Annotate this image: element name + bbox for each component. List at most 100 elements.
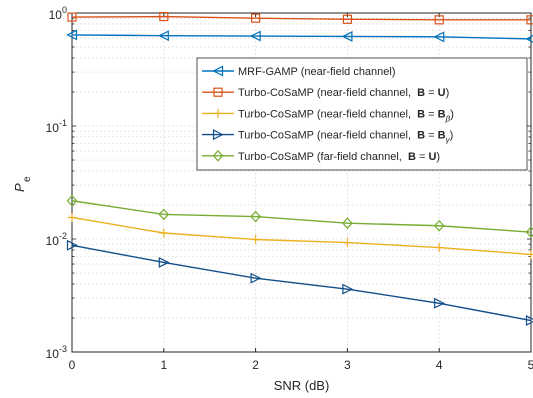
legend-swatch-marker [212,65,224,77]
series-line [71,200,532,233]
legend-item: Turbo-CoSaMP (near-field channel, B = Bγ… [202,129,454,145]
series-line [71,34,532,40]
data-point [250,210,261,223]
legend-label: Turbo-CoSaMP (far-field channel, B = U) [238,151,440,163]
x-tick-label: 2 [252,358,259,372]
legend: MRF-GAMP (near-field channel) Turbo-CoSaM… [196,57,528,171]
legend-item: Turbo-CoSaMP (near-field channel, B = U) [202,87,449,99]
x-axis: 0 1 2 3 4 5 [69,13,533,372]
legend-label-part: = [425,130,438,142]
x-tick-label: 4 [436,358,443,372]
series-group [66,11,533,326]
x-tick-label: 0 [69,358,76,372]
data-point [67,212,77,222]
data-point [67,12,77,22]
y-tick-exponent: 0 [62,5,67,15]
y-tick-base: 10 [46,234,60,248]
data-point [158,208,170,221]
data-point [251,234,261,244]
data-point [342,217,353,230]
legend-label-part: Turbo-CoSaMP (near-field channel, [238,87,417,99]
data-point [158,256,170,268]
legend-label-part: B [408,151,416,163]
data-point [433,31,445,43]
x-tick-label: 3 [344,358,351,372]
data-point [526,15,533,25]
legend-label-part: B [438,108,446,120]
legend-item: Turbo-CoSaMP (far-field channel, B = U) [202,149,440,163]
legend-label-part: ) [446,87,450,99]
legend-label-part: B [417,130,425,142]
legend-box [196,57,528,171]
y-axis-label-main: P [12,183,27,192]
data-point [66,239,78,251]
legend-label-part: Turbo-CoSaMP (far-field channel, [238,151,408,163]
legend-label-part: MRF-GAMP (near-field channel) [238,66,396,78]
series-line [71,244,532,322]
series-line [71,216,532,256]
y-axis-label: P e [12,176,33,192]
series-3 [67,212,533,259]
data-point [342,14,352,24]
data-point [525,226,533,239]
y-tick-label: 10-2 [46,231,67,248]
data-point [342,283,354,295]
plot-frame [71,12,532,353]
legend-label-part: = [416,151,429,163]
data-point [526,249,533,259]
data-point [66,194,78,207]
data-point [434,15,444,25]
legend-label-part: Turbo-CoSaMP (near-field channel, [238,108,417,120]
legend-label-part: γ [446,136,451,145]
legend-label-part: ) [436,151,440,163]
y-axis-label-sub: e [22,176,33,182]
series-4 [66,239,533,326]
data-point [251,13,261,23]
y-tick-exponent: -2 [59,231,67,241]
y-tick-label: 10-1 [46,118,67,135]
y-tick-exponent: -3 [59,344,67,354]
legend-swatch-marker [213,87,223,97]
legend-label-part: U [438,87,446,99]
series-line [71,15,531,21]
legend-label-part: Turbo-CoSaMP (near-field channel, [238,130,417,142]
data-point [434,243,444,253]
legend-label-part: B [438,130,446,142]
data-point [342,238,352,248]
legend-swatch-marker [212,149,224,162]
y-tick-label: 100 [49,5,67,22]
legend-swatch-marker [213,108,223,118]
y-tick-base: 10 [46,347,60,361]
legend-label-part: ) [450,130,454,142]
data-point [433,219,445,232]
data-point [159,228,169,238]
y-tick-exponent: -1 [59,118,67,128]
data-point [525,315,533,326]
legend-item: MRF-GAMP (near-field channel) [202,65,396,78]
legend-label-part: U [428,151,436,163]
legend-label-part: ) [450,108,454,120]
legend-label-part: β [445,114,451,123]
data-point [157,30,169,42]
series-2 [67,11,533,25]
series-1 [66,29,533,43]
data-point [66,29,78,41]
x-axis-label: SNR (dB) [274,378,330,393]
legend-label: MRF-GAMP (near-field channel) [238,66,396,78]
legend-item: Turbo-CoSaMP (near-field channel, B = Bβ… [202,108,454,123]
legend-label-part: B [417,108,425,120]
legend-swatch-marker [212,129,224,141]
data-point [434,297,446,309]
y-tick-base: 10 [49,8,63,22]
legend-label: Turbo-CoSaMP (near-field channel, B = U) [238,87,449,99]
data-point [250,272,262,284]
y-tick-base: 10 [46,121,60,135]
data-point [341,30,353,42]
legend-label-part: = [425,108,438,120]
legend-label-part: B [417,87,425,99]
legend-label: Turbo-CoSaMP (near-field channel, B = Bβ… [238,108,454,123]
legend-label-part: = [425,87,438,99]
series-5 [66,194,533,239]
